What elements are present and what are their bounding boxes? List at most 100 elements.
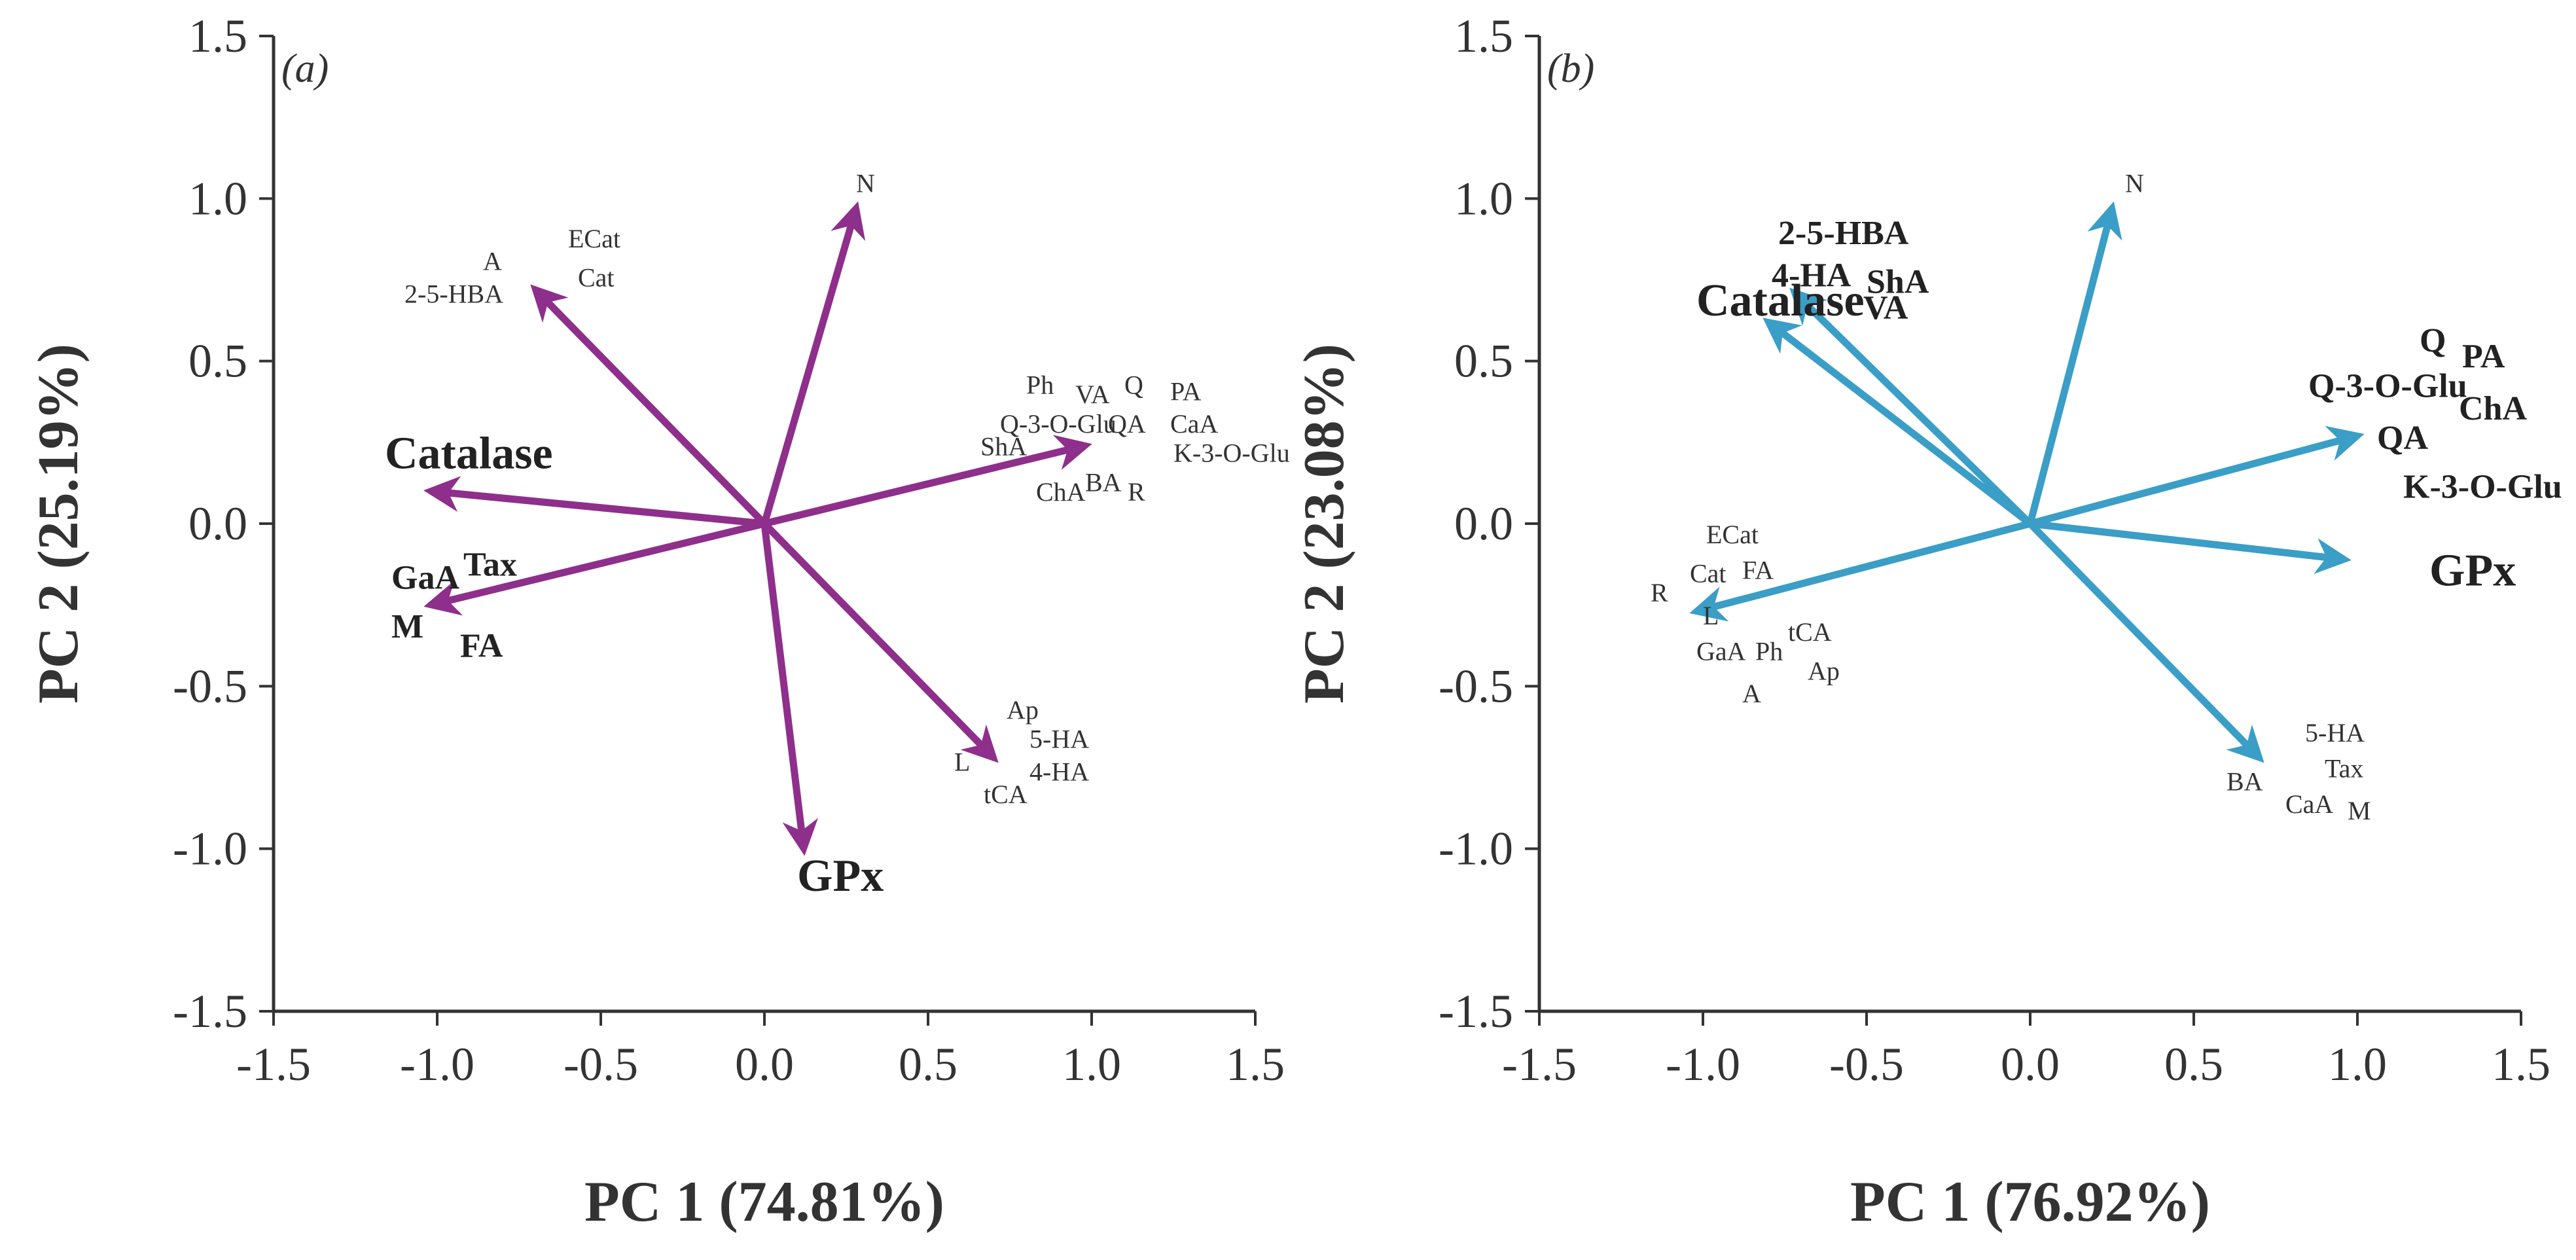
panel-a-label-va: VA — [1075, 380, 1110, 409]
panel-a-vectors — [423, 201, 1092, 856]
panel-a-vector-gaa-m — [423, 520, 766, 616]
panel-a-x-tick-label: -0.5 — [564, 1038, 638, 1090]
panel-a-label-ecat: ECat — [568, 224, 620, 253]
panel-b-x-tick-label: -1.5 — [1502, 1038, 1577, 1090]
panel-a-y-tick-label: 1.0 — [188, 172, 247, 225]
panel-b-label-k-3-o-glu: K-3-O-Glu — [2403, 468, 2562, 505]
panel-b-label-catalase: Catalase — [1696, 276, 1865, 326]
panel-a-label-l: L — [954, 747, 970, 776]
panel-b-y-tick-label: 1.5 — [1454, 10, 1513, 62]
panel-b-label-qa: QA — [2377, 420, 2428, 457]
panel-a-label-ph: Ph — [1026, 370, 1054, 399]
panel-b-label-cat: Cat — [1690, 558, 1726, 588]
panel-a-vector-4-ha — [762, 521, 999, 763]
panel-a-label-pa: PA — [1170, 376, 1202, 406]
panel-b-label-l: L — [1703, 601, 1719, 630]
panel-b-label-tax: Tax — [2325, 753, 2363, 783]
panel-a-label-5-ha: 5-HA — [1029, 725, 1089, 754]
panel-b-label-a: A — [1742, 679, 1761, 708]
panel-a-y-tick-label: -0.5 — [173, 660, 247, 712]
panel-b-ticks: -1.5 -1.0 -0.5 0.0 0.5 1.0 1.5 1.5 1.0 0.5 0.0 -0.5… — [1439, 10, 2550, 1090]
panel-a-label-k-3-o-glu: K-3-O-Glu — [1173, 439, 1290, 468]
panel-b-vector-sha — [1789, 287, 2033, 526]
panel-a-label-gpx: GPx — [797, 851, 884, 901]
panel-a-label-gaa: GaA — [391, 559, 459, 596]
panel-a-label-m: M — [391, 608, 423, 645]
panel-b-label-5-ha: 5-HA — [2305, 718, 2365, 747]
panel-a-x-tick-label: 1.5 — [1226, 1038, 1285, 1090]
panel-a-x-tick-label: -1.5 — [236, 1038, 311, 1090]
panel-b-vector-qa — [2029, 425, 2365, 528]
panel-b-y-axis-title: PC 2 (23.08%) — [1293, 344, 1356, 704]
panel-a-label-2-5-hba: 2-5-HBA — [404, 279, 503, 308]
panel-a-label-ba: BA — [1085, 467, 1122, 497]
panel-b-y-tick-label: -1.5 — [1439, 985, 1513, 1037]
panel-a-vector-k-3-o-glu — [763, 435, 1092, 528]
panel-b-y-tick-label: 0.0 — [1454, 497, 1513, 550]
panel-b-label-va: VA — [1863, 289, 1908, 327]
panel-b-label-4-ha: 4-HA — [1772, 257, 1851, 294]
panel-a-label-tca: tCA — [984, 780, 1028, 809]
panel-a-vector-catalase — [423, 476, 765, 528]
panel-b-label-tca: tCA — [1788, 617, 1832, 647]
panel-b-label-gaa: GaA — [1696, 637, 1746, 666]
panel-b-y-tick-label: -0.5 — [1439, 660, 1513, 712]
panel-a-y-axis-title: PC 2 (25.19%) — [27, 344, 90, 704]
panel-a-label-ap: Ap — [1007, 695, 1039, 725]
panel-a-x-axis-title: PC 1 (74.81%) — [584, 1170, 944, 1234]
panel-a-y-tick-label: -1.0 — [173, 823, 247, 875]
panel-a-label-tax: Tax — [463, 546, 517, 583]
panel-a-label-cat: Cat — [578, 262, 615, 292]
panel-a-x-tick-label: 0.0 — [735, 1038, 794, 1090]
panel-b-y-tick-label: 0.5 — [1454, 335, 1513, 387]
panel-a-y-tick-label: -1.5 — [173, 985, 247, 1037]
panel-a-label-cha: ChA — [1036, 477, 1086, 507]
panel-b-vector-catalase — [1762, 317, 2033, 527]
panel-a-ticks: -1.5 -1.0 -0.5 0.0 0.5 1.0 1.5 1.5 1.0 0.5 0.0 -0.5… — [173, 10, 1285, 1090]
panel-b-x-tick-label: 1.5 — [2492, 1038, 2550, 1090]
panel-a-label-q-3-o-glu: Q-3-O-Glu — [1000, 409, 1117, 439]
panel-b-label-r: R — [1651, 578, 1668, 607]
panel-b-vector-l — [1689, 520, 2031, 622]
panel-a-y-tick-label: 0.0 — [188, 497, 247, 550]
panel-b-x-tick-label: 1.0 — [2328, 1038, 2387, 1090]
panel-b-vector-n — [2026, 201, 2122, 525]
panel-a-y-tick-label: 0.5 — [188, 335, 247, 387]
panel-b-label-ba: BA — [2227, 766, 2263, 796]
panel-b-label-q: Q — [2420, 322, 2446, 359]
panel-b-label-n: N — [2125, 168, 2144, 198]
panel-a-label-fa: FA — [460, 628, 503, 665]
panel-b-vector-5-ha — [2028, 521, 2264, 763]
panel-b-vectors — [1689, 201, 2365, 763]
panel-a-label-sha: ShA — [980, 432, 1027, 461]
panel-b-label: (b) — [1547, 46, 1594, 91]
panel-a-y-tick-label: 1.5 — [188, 10, 247, 62]
panel-a-label-qa: QA — [1108, 409, 1146, 439]
panel-a-label-4-ha: 4-HA — [1029, 757, 1089, 786]
panel-a-label-catalase: Catalase — [385, 429, 553, 479]
panel-b-label-2-5-hba: 2-5-HBA — [1778, 215, 1909, 252]
panel-a: (a) PC 1 (74.81%) PC 2 (25.19%) -1.5 -1.0… — [27, 10, 1290, 1234]
panel-b-label-fa: FA — [1742, 555, 1774, 585]
panel-a-label-r: R — [1128, 477, 1145, 507]
panel-b-y-tick-label: -1.0 — [1439, 823, 1513, 875]
panel-b-label-ap: Ap — [1808, 656, 1840, 685]
panel-b-label-caa: CaA — [2285, 789, 2333, 819]
panel-b-label-pa: PA — [2462, 338, 2505, 376]
panel-b-x-tick-label: 0.5 — [2164, 1038, 2223, 1090]
panel-a-x-tick-label: -1.0 — [400, 1038, 474, 1090]
panel-a-label: (a) — [281, 46, 329, 91]
panel-b-y-tick-label: 1.0 — [1454, 172, 1513, 225]
panel-a-vector-n — [760, 201, 866, 525]
panel-b-label-ecat: ECat — [1706, 520, 1759, 549]
panel-a-label-a: A — [483, 247, 502, 276]
panel-b-label-ph: Ph — [1755, 637, 1783, 666]
panel-b-label-sha: ShA — [1867, 263, 1929, 300]
panel-a-vector-gpx — [760, 523, 819, 856]
panel-b-label-q-3-o-glu: Q-3-O-Glu — [2308, 367, 2467, 405]
panel-a-vector-2-5-hba — [530, 284, 767, 526]
panel-a-label-q: Q — [1124, 370, 1143, 399]
